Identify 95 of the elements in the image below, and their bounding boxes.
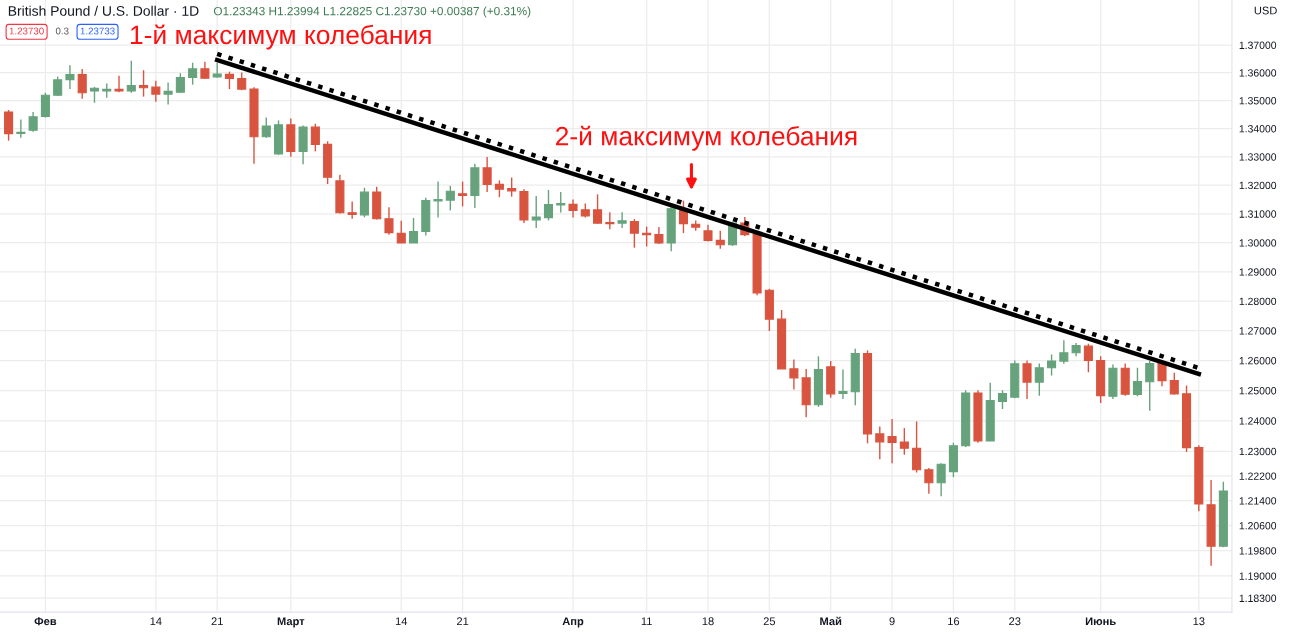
y-tick-label: 1.28000 (1239, 297, 1277, 306)
y-tick-label: 1.20600 (1239, 522, 1277, 530)
x-tick-label: 18 (702, 617, 714, 626)
candlestick (28, 111, 38, 133)
candlestick (1034, 362, 1044, 397)
candlestick (997, 389, 1008, 410)
x-tick-label: 11 (641, 617, 652, 626)
y-tick-label: 1.22200 (1239, 472, 1277, 480)
candlestick (114, 75, 124, 93)
candlestick (347, 200, 357, 220)
y-tick-label: 1.33000 (1239, 153, 1277, 161)
y-tick-label: 1.19800 (1239, 547, 1277, 555)
x-tick-label: Май (820, 616, 842, 626)
candlestick (936, 462, 946, 497)
candlestick (16, 118, 26, 139)
candlestick (65, 64, 75, 90)
chart-title: British Pound / U.S. Dollar · 1D (8, 5, 199, 16)
y-tick-label: 1.35000 (1239, 97, 1277, 105)
candlestick (175, 72, 185, 94)
candlestick (924, 467, 934, 495)
y-tick-label: 1.29000 (1239, 268, 1277, 276)
y-tick-label: 1.36000 (1239, 69, 1277, 77)
candlestick (4, 109, 14, 142)
candlestick (1022, 359, 1032, 400)
candlestick (568, 198, 578, 219)
candlestick (384, 206, 394, 236)
y-tick-label: 1.18300 (1239, 594, 1277, 602)
candlestick (1132, 366, 1143, 397)
x-tick-label: 13 (1193, 617, 1205, 626)
candlestick (359, 187, 369, 219)
annotation: 0.3 (55, 27, 69, 35)
candlestick (838, 368, 848, 400)
y-axis-title: USD (1254, 6, 1277, 15)
candlestick (875, 425, 885, 460)
candlestick (139, 69, 149, 98)
y-tick-label: 1.23000 (1239, 447, 1277, 456)
x-tick-label: 16 (948, 617, 960, 626)
candlestick (163, 81, 173, 106)
annotation: 1.23730 (9, 27, 44, 35)
y-tick-label: 1.19000 (1239, 572, 1277, 580)
x-tick-label: 23 (1009, 617, 1021, 626)
x-tick-label: 25 (763, 617, 776, 626)
candlestick (126, 60, 136, 94)
candlestick (1083, 343, 1093, 373)
candlestick (482, 156, 492, 193)
candlestick (151, 80, 161, 103)
x-tick-label: 14 (150, 617, 162, 626)
candlestick (433, 180, 443, 219)
candlestick (188, 62, 198, 86)
y-tick-label: 1.37000 (1239, 41, 1277, 49)
x-tick-label: Март (277, 617, 305, 628)
candlestick (789, 358, 799, 391)
y-tick-label: 1.25000 (1239, 387, 1277, 395)
candlestick (445, 185, 455, 212)
y-tick-label: 1.21400 (1239, 497, 1277, 505)
candlestick (261, 116, 271, 139)
annotation: 1-й максимум колебания (131, 24, 431, 50)
candlestick (531, 195, 541, 229)
candlestick (310, 123, 320, 153)
y-tick-label: 1.32000 (1239, 181, 1277, 190)
candlestick (77, 68, 87, 100)
y-tick-label: 1.30000 (1239, 239, 1277, 247)
candlestick (40, 92, 50, 119)
candlestick (605, 211, 615, 230)
candlestick (556, 191, 566, 214)
y-tick-label: 1.31000 (1239, 210, 1277, 218)
candlestick (408, 217, 419, 244)
annotation: 1.23733 (80, 27, 115, 35)
candlestick (543, 189, 554, 222)
candlestick (212, 62, 222, 79)
candlestick (899, 427, 909, 456)
candlestick (1047, 353, 1057, 377)
y-tick-label: 1.27000 (1239, 327, 1277, 335)
candlestick (1059, 339, 1069, 365)
y-tick-label: 1.24000 (1239, 417, 1277, 425)
x-tick-label: Фев (34, 617, 57, 626)
y-tick-label: 1.26000 (1239, 357, 1277, 365)
x-tick-label: 14 (395, 617, 408, 626)
candlestick (912, 420, 922, 474)
candlestick (1145, 360, 1155, 412)
x-tick-label: 21 (211, 617, 223, 626)
candlestick (458, 180, 468, 208)
text: O1.23343 H1.23994 L1.22825 C1.23730 +0.00387 (+0.31%) (213, 6, 531, 18)
annotation: 2-й максимум колебания (556, 125, 857, 151)
candlestick (593, 193, 603, 225)
x-tick-label: Апр (562, 617, 584, 628)
candlestick (617, 211, 627, 229)
x-tick-label: Июнь (1085, 617, 1116, 626)
candlestick (629, 218, 639, 249)
candlestick (396, 220, 406, 244)
x-tick-label: 21 (456, 617, 469, 626)
y-tick-label: 1.34000 (1239, 125, 1277, 133)
candlestick (887, 418, 897, 464)
x-tick-label: 9 (889, 617, 895, 626)
candlestick (507, 176, 517, 198)
